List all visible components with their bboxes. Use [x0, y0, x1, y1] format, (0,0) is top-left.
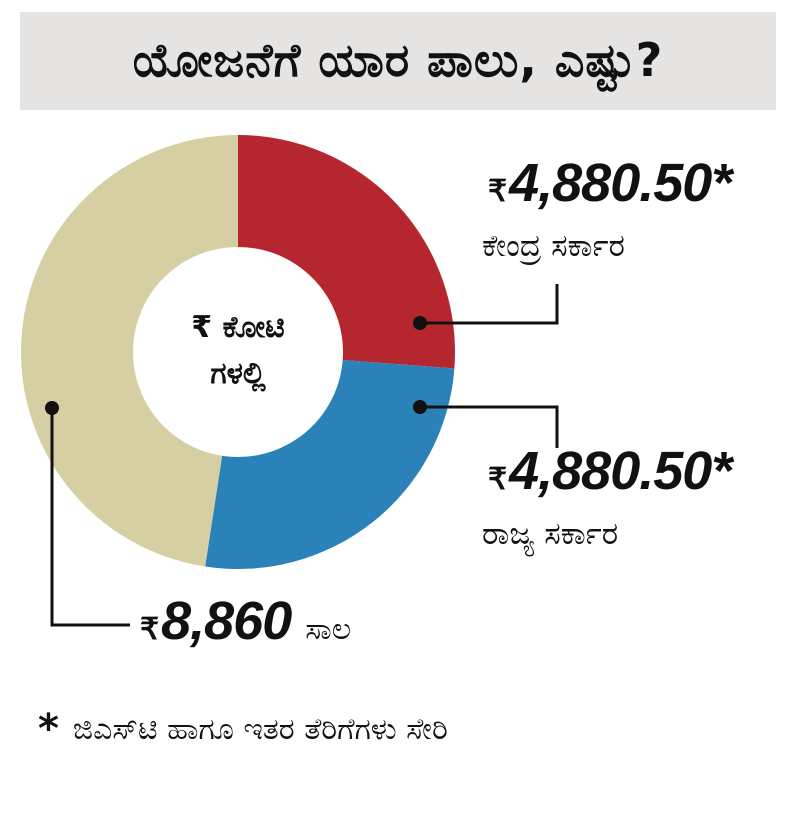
value-label-state: ₹ 4,880.50*: [488, 440, 732, 502]
leader-line-state: [420, 405, 559, 448]
center-label-line-1: ₹ ಕೋಟಿ: [191, 310, 285, 345]
donut-slice-loan: [20, 135, 239, 567]
slice-value-central: 4,880.50*: [509, 153, 732, 213]
slice-label-loan: ಸಾಲ: [305, 612, 352, 647]
rupee-symbol: ₹: [488, 463, 508, 496]
title-bar: ಯೋಜನೆಗೆ ಯಾರ ಪಾಲು, ಎಷ್ಟು?: [20, 12, 776, 110]
rupee-symbol: ₹: [140, 613, 160, 646]
center-label: ₹ ಕೋಟಿ ಗಳಲ್ಲಿ: [140, 305, 336, 397]
slice-value-state: 4,880.50*: [509, 441, 732, 501]
center-label-line-2: ಗಳಲ್ಲಿ: [210, 356, 266, 391]
donut-hole: [133, 247, 343, 457]
value-label-central: ₹ 4,880.50*: [488, 152, 732, 214]
marker-dot-state: [413, 400, 427, 414]
footnote: * ಜಿಎಸ್‌ಟಿ ಹಾಗೂ ಇತರ ತೆರಿಗೆಗಳು ಸೇರಿ: [38, 706, 448, 752]
leader-line-loan: [50, 408, 130, 627]
chart-title: ಯೋಜನೆಗೆ ಯಾರ ಪಾಲು, ಎಷ್ಟು?: [132, 33, 664, 87]
value-label-loan: ₹ 8,860 ಸಾಲ: [140, 590, 351, 652]
footnote-text: ಜಿಎಸ್‌ಟಿ ಹಾಗೂ ಇತರ ತೆರಿಗೆಗಳು ಸೇರಿ: [72, 711, 448, 747]
slice-label-central: ಕೇಂದ್ರ ಸರ್ಕಾರ: [482, 228, 625, 264]
footnote-star: *: [38, 706, 59, 752]
marker-dot-loan: [45, 401, 59, 415]
rupee-symbol: ₹: [488, 175, 508, 208]
slice-label-state: ರಾಜ್ಯ ಸರ್ಕಾರ: [482, 516, 619, 552]
slice-value-loan: 8,860: [161, 591, 292, 651]
leader-line-central: [420, 284, 559, 325]
marker-dot-central: [413, 316, 427, 330]
